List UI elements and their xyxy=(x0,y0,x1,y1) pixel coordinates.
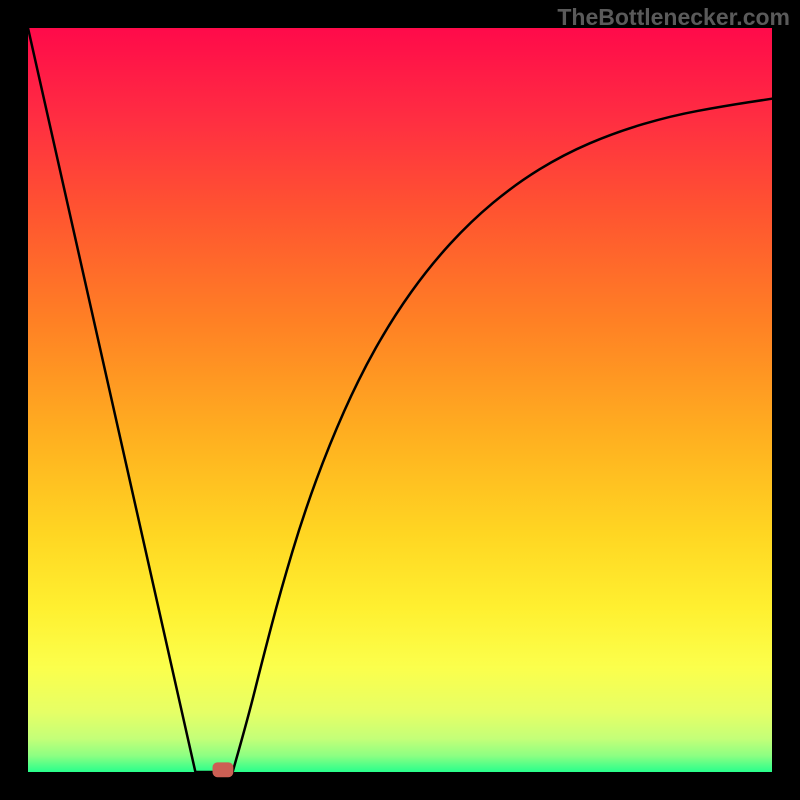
bottleneck-chart xyxy=(0,0,800,800)
chart-background-gradient xyxy=(28,28,772,772)
watermark-text: TheBottlenecker.com xyxy=(557,4,790,31)
chart-container: TheBottlenecker.com xyxy=(0,0,800,800)
bottleneck-marker xyxy=(213,762,234,777)
